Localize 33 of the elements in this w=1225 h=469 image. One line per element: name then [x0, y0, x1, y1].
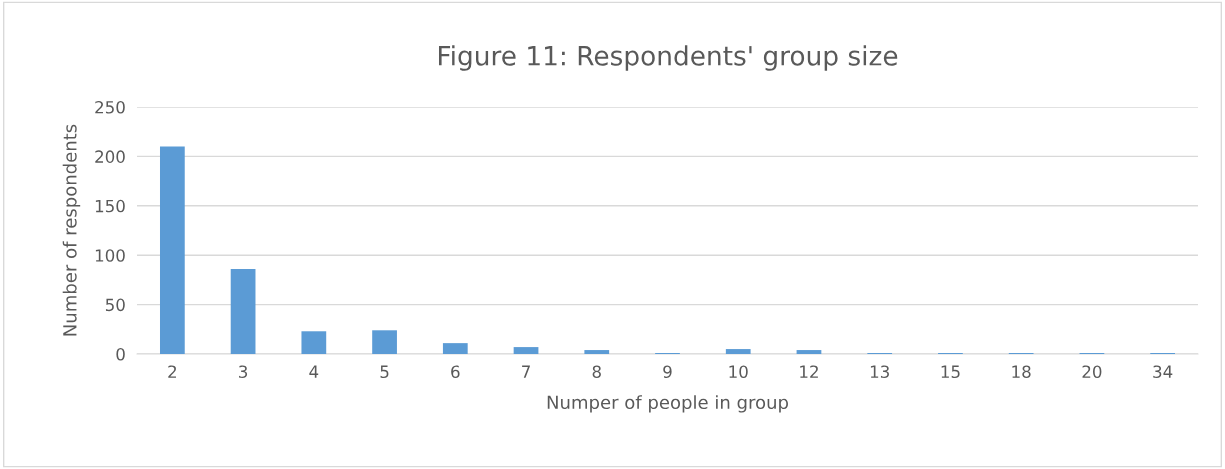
x-tick-label: 12 [800, 365, 818, 378]
x-tick-label: 2 [168, 365, 176, 378]
bar [442, 343, 468, 354]
bar [301, 331, 327, 354]
bar [796, 350, 822, 354]
y-tick-label: 100 [95, 249, 125, 262]
x-tick-label: 9 [663, 365, 672, 379]
chart-title: Figure 11: Respondents' group size [438, 45, 898, 71]
y-tick-label: 50 [105, 298, 125, 312]
bar [159, 146, 185, 354]
x-tick-label: 34 [1153, 365, 1173, 379]
x-tick-label: 13 [870, 365, 889, 379]
x-tick-label: 18 [1012, 365, 1031, 379]
bar [725, 349, 751, 354]
y-tick-label: 200 [95, 150, 125, 163]
y-tick-label: 150 [95, 199, 125, 213]
x-axis-title: Numper of people in group [547, 395, 788, 413]
x-tick-label: 3 [239, 365, 248, 379]
bar [230, 269, 256, 354]
bar [372, 330, 397, 354]
x-tick-label: 5 [380, 365, 389, 379]
x-tick-label: 8 [592, 365, 601, 379]
x-tick-label: 4 [309, 365, 319, 378]
y-tick-label: 250 [95, 100, 125, 114]
bar [584, 350, 610, 354]
bar [513, 347, 539, 354]
x-tick-label: 15 [941, 365, 960, 379]
x-tick-label: 6 [451, 365, 460, 379]
x-tick-label: 7 [522, 365, 530, 378]
x-tick-label: 10 [729, 365, 748, 379]
y-tick-label: 0 [116, 347, 125, 361]
y-axis-title: Number of respondents [62, 124, 81, 336]
x-tick-label: 20 [1082, 365, 1102, 379]
